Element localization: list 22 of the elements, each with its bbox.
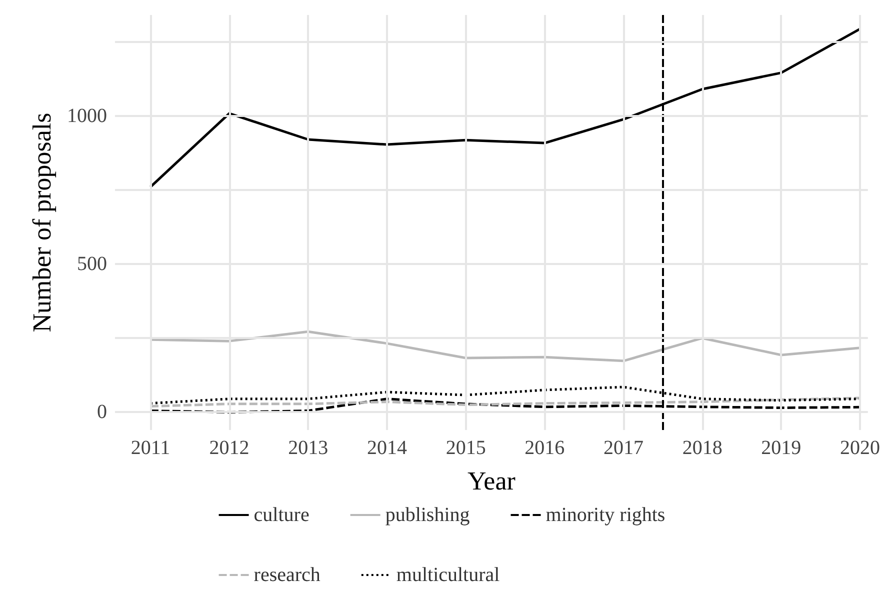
x-tick-label: 2017 [603, 437, 644, 459]
y-tick-label: 0 [97, 401, 107, 424]
legend-label: culture [254, 504, 310, 526]
x-tick-label: 2012 [209, 437, 250, 459]
x-tick-label: 2015 [446, 437, 486, 459]
line-series [149, 330, 862, 362]
legend-label: research [254, 564, 320, 586]
y-tick-label: 500 [77, 253, 107, 275]
x-tick-label: 2019 [761, 437, 802, 459]
x-tick-label: 2014 [366, 437, 407, 459]
x-tick-label: 2018 [682, 437, 722, 459]
legend-label: publishing [385, 504, 470, 526]
x-tick-label: 2020 [840, 437, 880, 459]
line-series [149, 396, 862, 408]
x-tick-label: 2011 [130, 437, 170, 459]
legend-label: multicultural [396, 564, 500, 586]
y-tick-label: 1000 [67, 104, 107, 127]
x-axis-title: Year [467, 466, 516, 496]
x-tick-label: 2013 [288, 437, 328, 459]
x-tick-label: 2016 [524, 437, 565, 459]
legend-label: minority rights [546, 504, 666, 526]
y-axis-title: Number of proposals [28, 112, 56, 332]
